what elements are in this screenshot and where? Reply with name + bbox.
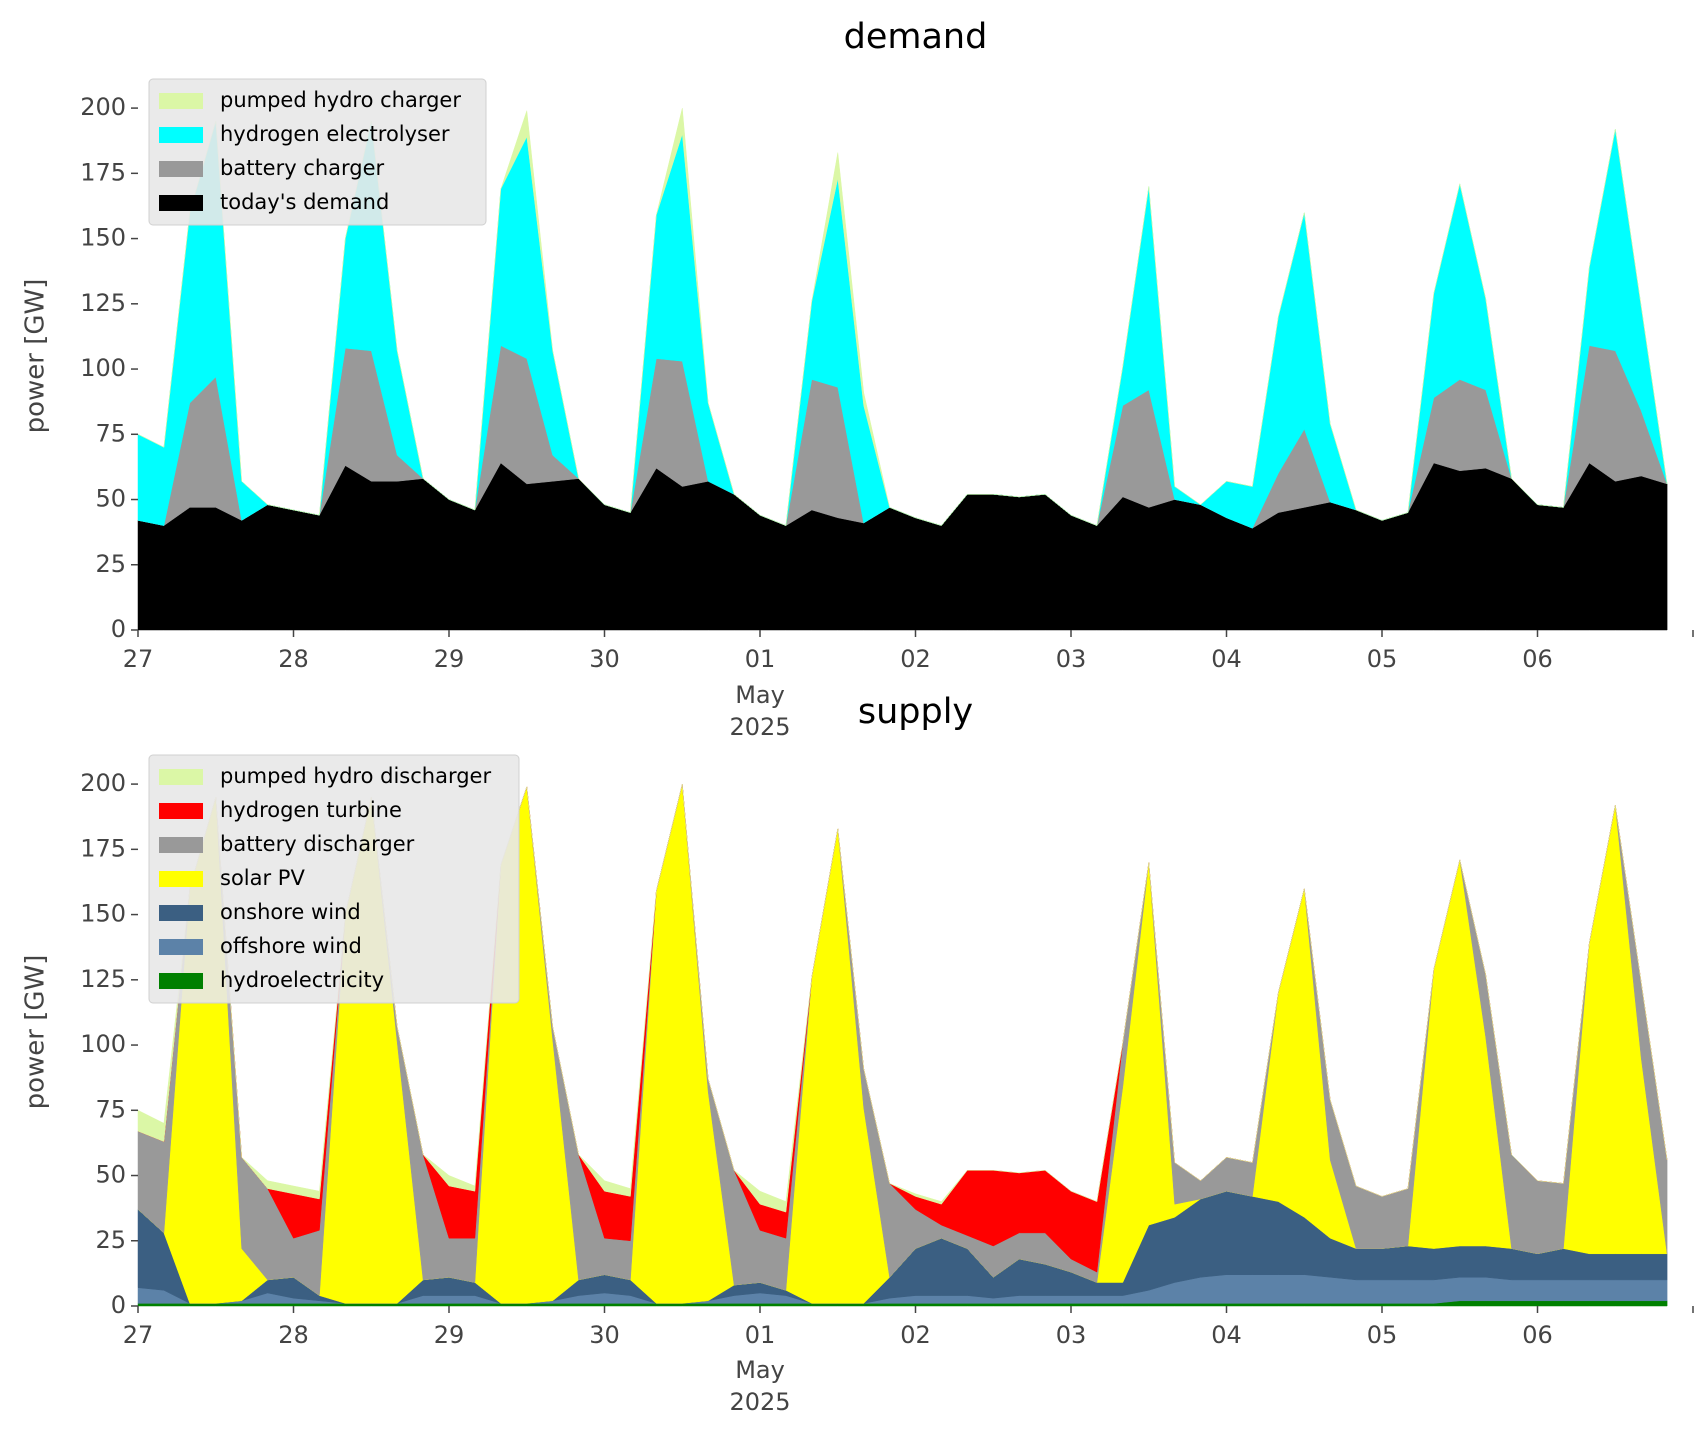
x-month-label: May bbox=[735, 1356, 785, 1384]
legend-label: hydroelectricity bbox=[220, 968, 384, 992]
y-tick-label: 200 bbox=[80, 93, 126, 121]
legend-box bbox=[148, 754, 520, 1004]
legend-label: hydrogen electrolyser bbox=[220, 122, 450, 146]
y-tick-label: 0 bbox=[111, 615, 126, 643]
legend-label: battery charger bbox=[220, 156, 385, 180]
x-tick-label: 28 bbox=[278, 1321, 309, 1349]
area bbox=[137, 462, 1668, 631]
legend-swatch bbox=[159, 195, 203, 211]
legend-swatch bbox=[159, 939, 203, 955]
x-tick-label: 29 bbox=[434, 1321, 465, 1349]
legend-label: pumped hydro discharger bbox=[220, 764, 491, 788]
area bbox=[137, 108, 1668, 526]
y-tick-label: 150 bbox=[80, 224, 126, 252]
legend-label: today's demand bbox=[220, 190, 389, 214]
legend-swatch bbox=[159, 973, 203, 989]
x-tick-label: 05 bbox=[1367, 1321, 1398, 1349]
legend-swatch bbox=[159, 161, 203, 177]
chart-title: supply bbox=[858, 692, 973, 732]
x-month-label: May bbox=[735, 681, 785, 709]
y-tick-label: 50 bbox=[95, 485, 126, 513]
y-tick-label: 125 bbox=[80, 965, 126, 993]
y-tick-label: 200 bbox=[80, 769, 126, 797]
x-tick-label: 03 bbox=[1056, 1321, 1087, 1349]
y-tick-label: 75 bbox=[95, 1095, 126, 1123]
y-tick-label: 75 bbox=[95, 419, 126, 447]
x-tick-label: 27 bbox=[123, 1321, 154, 1349]
y-axis-label: power [GW] bbox=[21, 279, 51, 434]
y-tick-label: 175 bbox=[80, 834, 126, 862]
x-tick-label: 29 bbox=[434, 645, 465, 673]
x-tick-label: 06 bbox=[1522, 1321, 1553, 1349]
x-tick-label: 02 bbox=[900, 645, 931, 673]
x-tick-label: 04 bbox=[1211, 645, 1242, 673]
x-tick-label: 03 bbox=[1056, 645, 1087, 673]
y-tick-label: 50 bbox=[95, 1161, 126, 1189]
x-tick-label: 30 bbox=[589, 645, 620, 673]
y-tick-label: 25 bbox=[95, 1226, 126, 1254]
x-tick-label: 02 bbox=[900, 1321, 931, 1349]
x-tick-label: 01 bbox=[745, 1321, 776, 1349]
legend-swatch bbox=[159, 871, 203, 887]
x-tick-label: 06 bbox=[1522, 645, 1553, 673]
legend-label: solar PV bbox=[220, 866, 305, 890]
legend-label: onshore wind bbox=[220, 900, 361, 924]
y-tick-label: 100 bbox=[80, 354, 126, 382]
legend-swatch bbox=[159, 769, 203, 785]
y-tick-label: 25 bbox=[95, 550, 126, 578]
x-year-label: 2025 bbox=[729, 713, 790, 741]
chart-title: demand bbox=[844, 17, 988, 57]
x-tick-label: 28 bbox=[278, 645, 309, 673]
legend-label: offshore wind bbox=[220, 934, 362, 958]
area bbox=[137, 784, 1668, 1213]
legend-swatch bbox=[159, 127, 203, 143]
y-tick-label: 175 bbox=[80, 158, 126, 186]
legend-swatch bbox=[159, 905, 203, 921]
legend: pumped hydro discharger hydrogen turbine b… bbox=[148, 754, 520, 1004]
x-tick-label: 27 bbox=[123, 645, 154, 673]
legend-box bbox=[148, 78, 487, 226]
legend-label: hydrogen turbine bbox=[220, 798, 402, 822]
y-tick-label: 100 bbox=[80, 1030, 126, 1058]
x-tick-label: 04 bbox=[1211, 1321, 1242, 1349]
legend-label: battery discharger bbox=[220, 832, 415, 856]
x-tick-label: 05 bbox=[1367, 645, 1398, 673]
legend-label: pumped hydro charger bbox=[220, 88, 461, 112]
y-tick-label: 0 bbox=[111, 1291, 126, 1319]
legend-swatch bbox=[159, 803, 203, 819]
x-tick-label: 01 bbox=[745, 645, 776, 673]
legend-swatch bbox=[159, 93, 203, 109]
y-axis-label: power [GW] bbox=[21, 955, 51, 1110]
x-year-label: 2025 bbox=[729, 1388, 790, 1416]
legend-swatch bbox=[159, 837, 203, 853]
y-tick-label: 150 bbox=[80, 900, 126, 928]
legend: pumped hydro charger hydrogen electrolyse… bbox=[148, 78, 487, 226]
x-tick-label: 30 bbox=[589, 1321, 620, 1349]
y-tick-label: 125 bbox=[80, 289, 126, 317]
